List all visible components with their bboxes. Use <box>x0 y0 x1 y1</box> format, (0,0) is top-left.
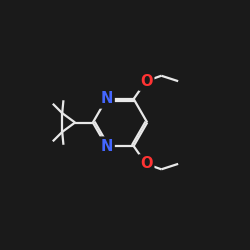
Text: O: O <box>140 74 152 89</box>
Text: N: N <box>100 138 113 154</box>
Text: O: O <box>140 156 152 172</box>
Text: N: N <box>100 92 113 106</box>
